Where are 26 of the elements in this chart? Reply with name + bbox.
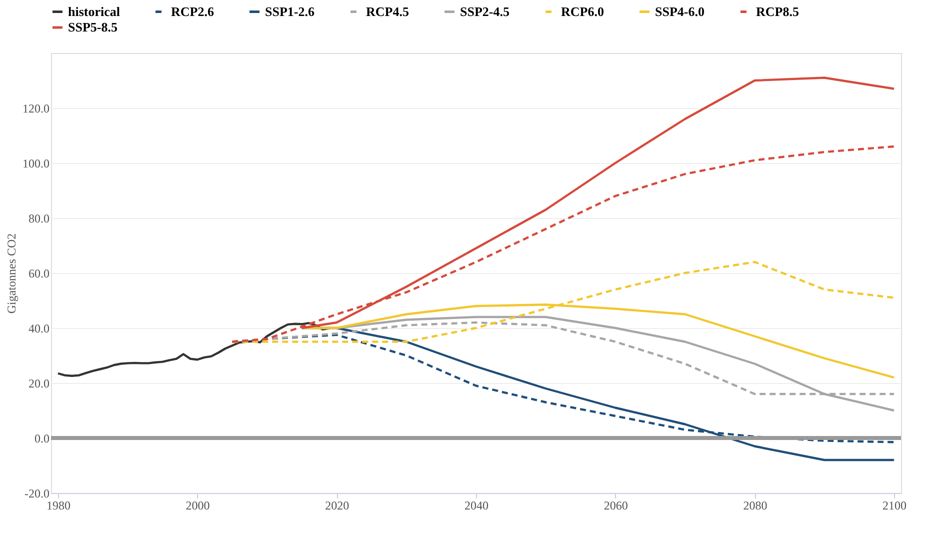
y-tick-label: -20.0 (24, 486, 50, 500)
legend-label: SSP1-2.6 (265, 4, 315, 19)
x-tick-label: 2100 (882, 498, 907, 512)
x-tick-label: 2000 (186, 498, 210, 512)
line-series (56, 322, 331, 377)
x-tick-label: 2060 (604, 498, 628, 512)
legend-label: SSP4-6.0 (655, 4, 704, 19)
legend-label: historical (68, 4, 120, 19)
y-tick-label: 0.0 (34, 432, 50, 446)
x-tick-label: 2040 (464, 498, 488, 512)
y-tick-label: 20.0 (28, 376, 50, 390)
y-tick-label: 100.0 (22, 156, 50, 170)
x-tick-label: 2080 (743, 498, 768, 512)
legend-label: RCP4.5 (366, 4, 410, 19)
y-tick-label: 40.0 (28, 322, 50, 336)
y-axis-title: Gigatonnes CO2 (4, 233, 18, 314)
y-tick-label: 80.0 (28, 212, 50, 226)
legend-label: SSP5-8.5 (68, 20, 118, 34)
x-tick-label: 2020 (325, 498, 350, 512)
legend-label: RCP8.5 (756, 4, 800, 19)
legend-label: RCP2.6 (171, 4, 214, 19)
y-tick-label: 120.0 (22, 102, 50, 116)
x-tick-label: 1980 (46, 498, 70, 512)
legend-label: SSP2-4.5 (460, 4, 510, 19)
legend-label: RCP6.0 (561, 4, 604, 19)
y-tick-label: 60.0 (28, 266, 50, 280)
